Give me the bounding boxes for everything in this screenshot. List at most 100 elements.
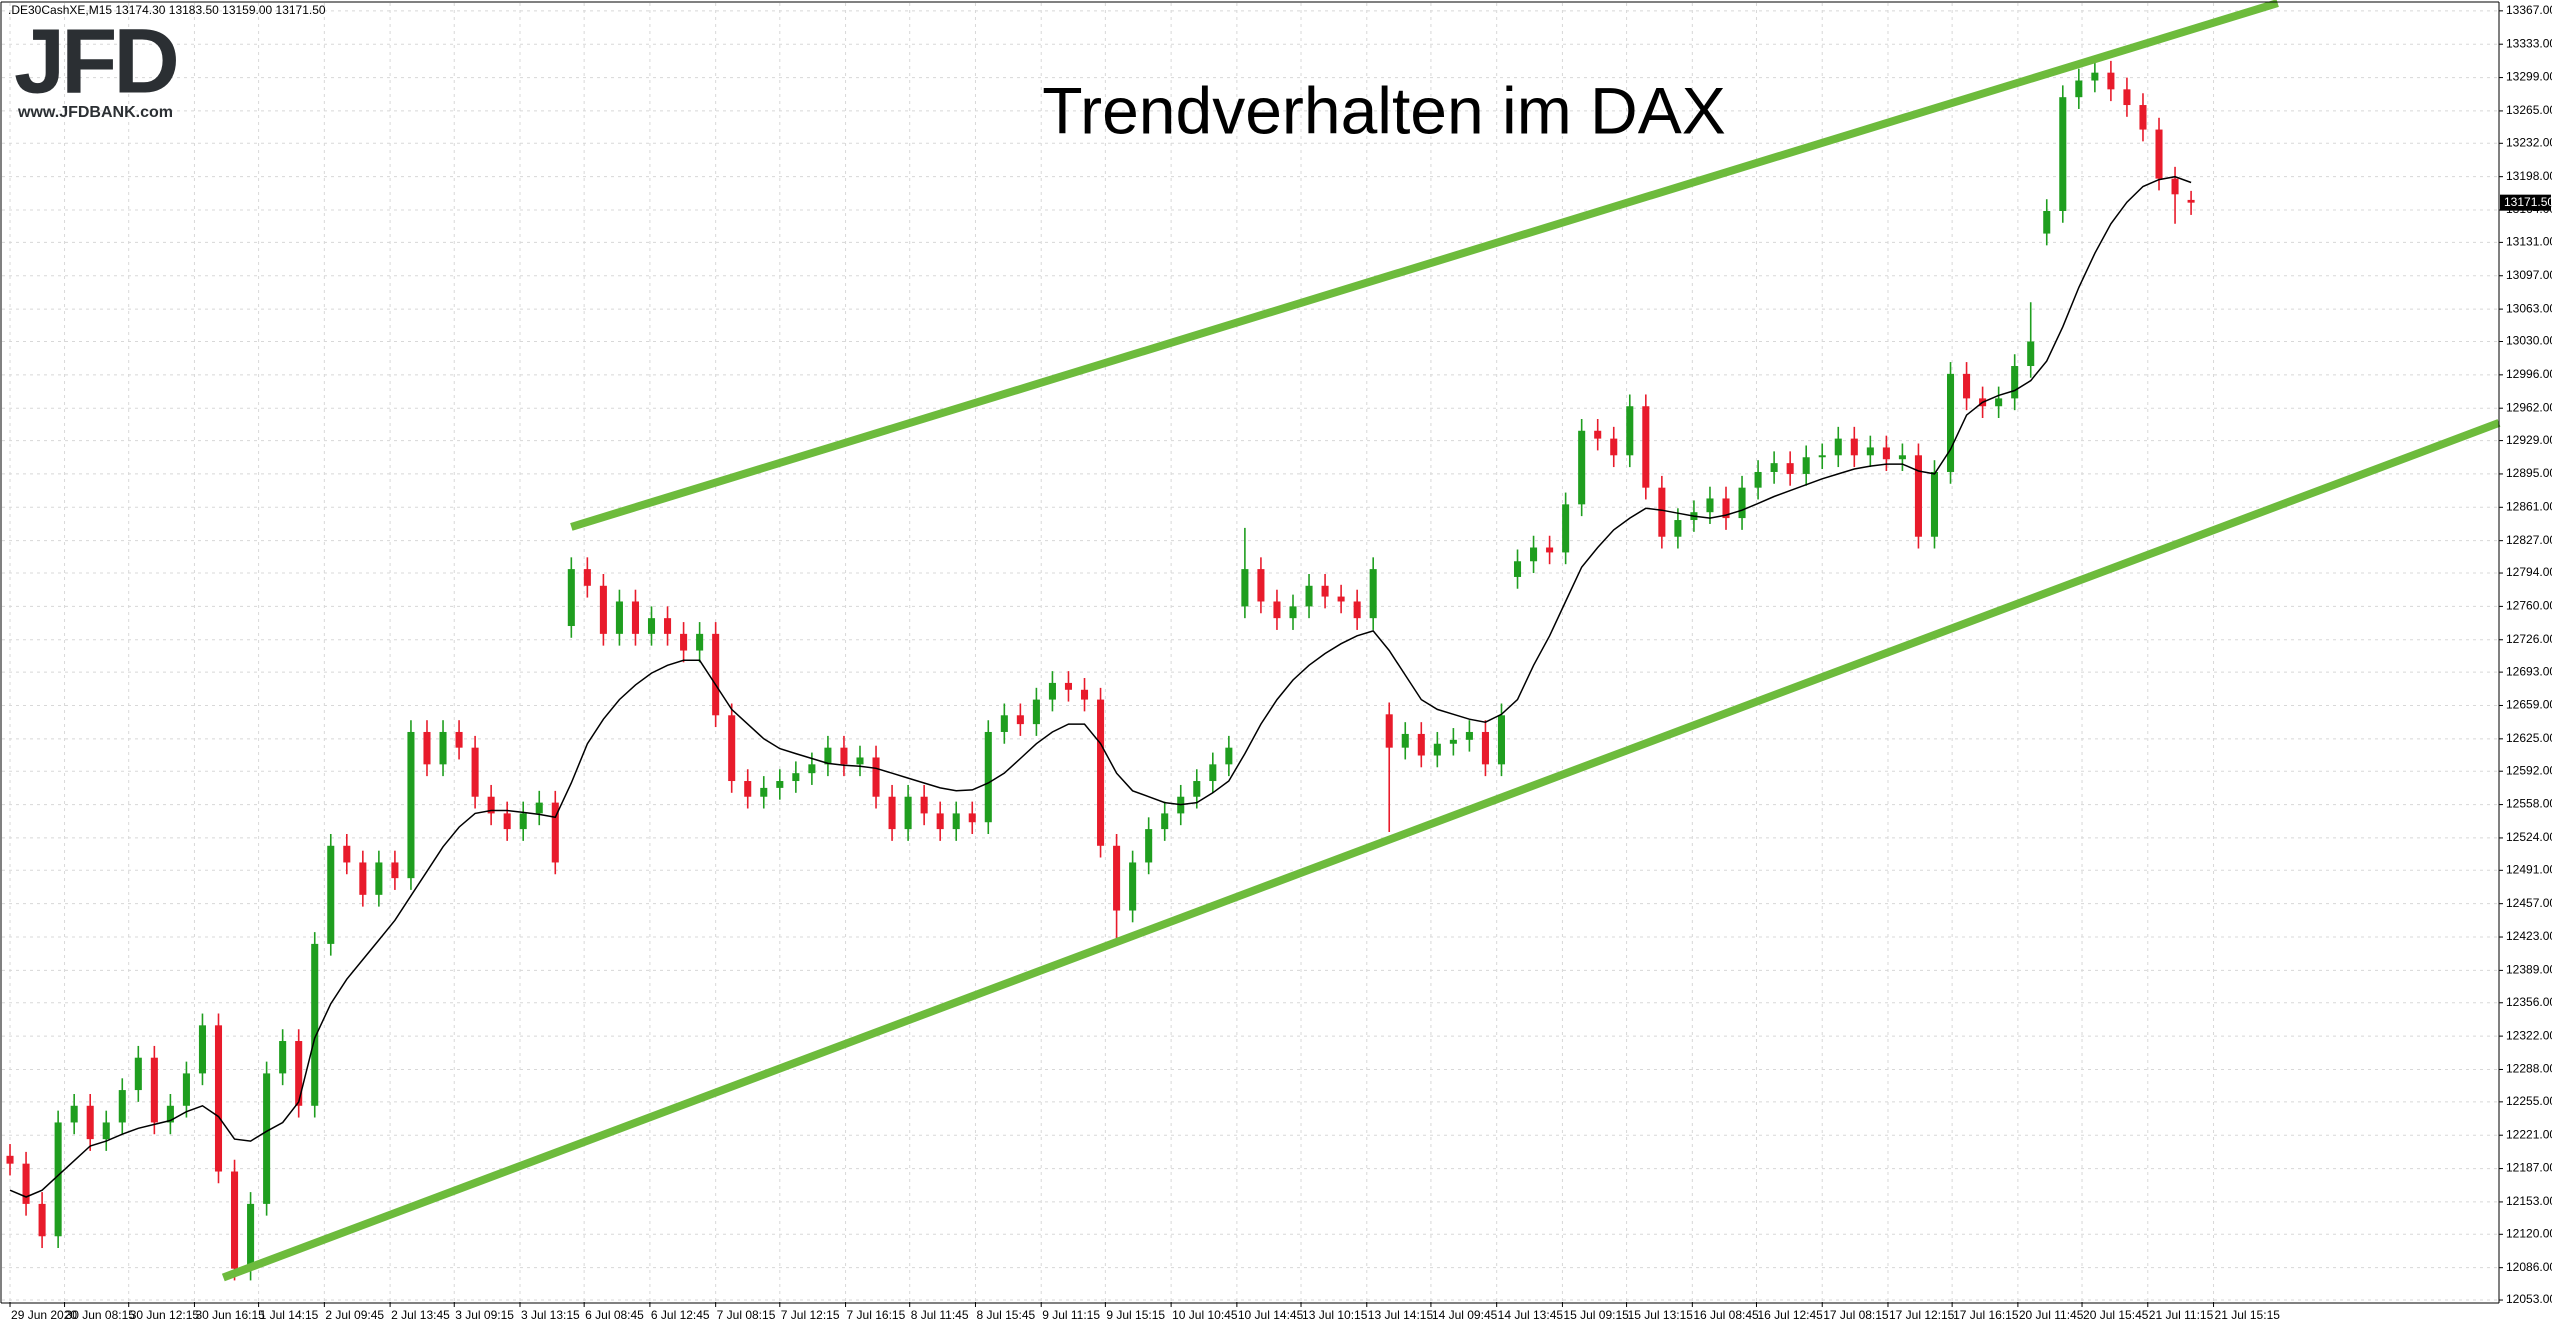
candle-body: [1481, 731, 1489, 765]
candle-body: [824, 747, 832, 765]
candle-body: [118, 1090, 126, 1123]
candle-body: [1898, 455, 1906, 460]
candle-body: [327, 845, 335, 944]
y-tick-label: 13367.00: [2506, 3, 2552, 17]
trend-line: [570, 0, 2279, 531]
candle-body: [1305, 585, 1313, 607]
candle-body: [1401, 733, 1409, 748]
x-tick-label: 10 Jul 14:45: [1238, 1308, 1304, 1322]
candle-body: [888, 796, 896, 830]
candle-body: [471, 747, 479, 797]
candle-body: [696, 633, 704, 651]
y-tick-label: 12524.00: [2506, 830, 2552, 844]
candle-body: [1369, 569, 1377, 619]
x-tick-label: 9 Jul 15:15: [1106, 1308, 1165, 1322]
candle-body: [2043, 210, 2051, 234]
candle-body: [1513, 561, 1522, 577]
x-tick-label: 10 Jul 10:45: [1172, 1308, 1238, 1322]
candle-body: [1834, 438, 1842, 456]
y-tick-label: 12153.00: [2506, 1194, 2552, 1208]
candle-body: [1113, 845, 1121, 911]
candle-body: [295, 1041, 303, 1106]
candle-body: [263, 1073, 271, 1204]
candle-body: [1145, 829, 1153, 863]
y-tick-label: 12996.00: [2506, 367, 2552, 381]
candle-body: [647, 618, 656, 634]
x-tick-label: 6 Jul 12:45: [651, 1308, 710, 1322]
y-tick-label: 12962.00: [2506, 400, 2552, 414]
y-tick-label: 13063.00: [2506, 301, 2552, 315]
candle-body: [984, 731, 992, 823]
candle-body: [2027, 341, 2035, 367]
x-tick-label: 13 Jul 10:15: [1302, 1308, 1368, 1322]
candle-body: [70, 1105, 78, 1123]
x-tick-label: 7 Jul 12:15: [781, 1308, 840, 1322]
candle-body: [343, 845, 351, 863]
candle-body: [1353, 601, 1361, 619]
candle-body: [1161, 813, 1169, 830]
trend-line: [221, 419, 2501, 1282]
candle-body: [1770, 463, 1778, 472]
candle-body: [519, 813, 527, 830]
candle-body: [1129, 862, 1137, 911]
candle-body: [487, 796, 495, 814]
candle-body: [1048, 682, 1056, 700]
x-tick-label: 13 Jul 14:15: [1368, 1308, 1434, 1322]
candle-body: [359, 862, 367, 895]
y-tick-label: 12659.00: [2506, 698, 2552, 712]
candle-body: [1080, 689, 1089, 700]
y-tick-label: 13097.00: [2506, 268, 2552, 282]
x-tick-label: 8 Jul 11:45: [911, 1308, 969, 1322]
x-tick-label: 8 Jul 15:45: [976, 1308, 1035, 1322]
candle-body: [1866, 447, 1874, 456]
candle-body: [615, 601, 623, 634]
candle-body: [872, 757, 880, 797]
candle-body: [1722, 498, 1730, 519]
x-tick-label: 15 Jul 09:15: [1563, 1308, 1629, 1322]
candle-body: [1930, 471, 1939, 537]
candle-body: [1786, 463, 1794, 474]
y-tick-label: 12356.00: [2506, 995, 2552, 1009]
candle-body: [840, 747, 848, 765]
candle-body: [1626, 406, 1634, 456]
y-tick-label: 13198.00: [2506, 169, 2552, 183]
y-tick-label: 13131.00: [2506, 235, 2552, 249]
y-tick-label: 12929.00: [2506, 433, 2552, 447]
x-tick-label: 2 Jul 09:45: [325, 1308, 384, 1322]
candle-body: [1273, 601, 1281, 619]
candle-body: [583, 569, 591, 586]
candle-body: [1914, 455, 1922, 537]
y-tick-label: 12625.00: [2506, 731, 2552, 745]
y-tick-label: 12086.00: [2506, 1260, 2552, 1274]
x-tick-label: 9 Jul 11:15: [1042, 1308, 1100, 1322]
candle-body: [1578, 430, 1586, 505]
candle-body: [712, 633, 720, 716]
x-tick-label: 14 Jul 13:45: [1498, 1308, 1564, 1322]
candle-body: [2011, 366, 2019, 399]
candle-body: [423, 731, 431, 765]
candle-body: [311, 943, 319, 1106]
candle-body: [760, 787, 768, 797]
x-tick-label: 3 Jul 09:15: [455, 1308, 514, 1322]
candle-body: [631, 601, 639, 634]
logo-name: JFD: [14, 10, 176, 112]
candle-body: [1754, 471, 1762, 488]
candle-body: [102, 1122, 110, 1140]
grid-layer: [2, 3, 2499, 1302]
candle-body: [1241, 569, 1249, 607]
x-tick-label: 6 Jul 08:45: [585, 1308, 644, 1322]
candle-body: [1530, 547, 1538, 562]
y-tick-label: 12895.00: [2506, 466, 2552, 480]
candle-body: [198, 1025, 206, 1074]
candle-body: [1642, 406, 1650, 488]
x-tick-label: 20 Jul 11:45: [2019, 1308, 2084, 1322]
y-tick-label: 12693.00: [2506, 664, 2552, 678]
candle-body: [535, 802, 543, 814]
y-tick-label: 12760.00: [2506, 599, 2552, 613]
candle-body: [1674, 520, 1682, 537]
candle-body: [1818, 455, 1826, 458]
y-tick-label: 12053.00: [2506, 1292, 2552, 1306]
candle-body: [680, 633, 688, 651]
candle-body: [1738, 487, 1746, 519]
